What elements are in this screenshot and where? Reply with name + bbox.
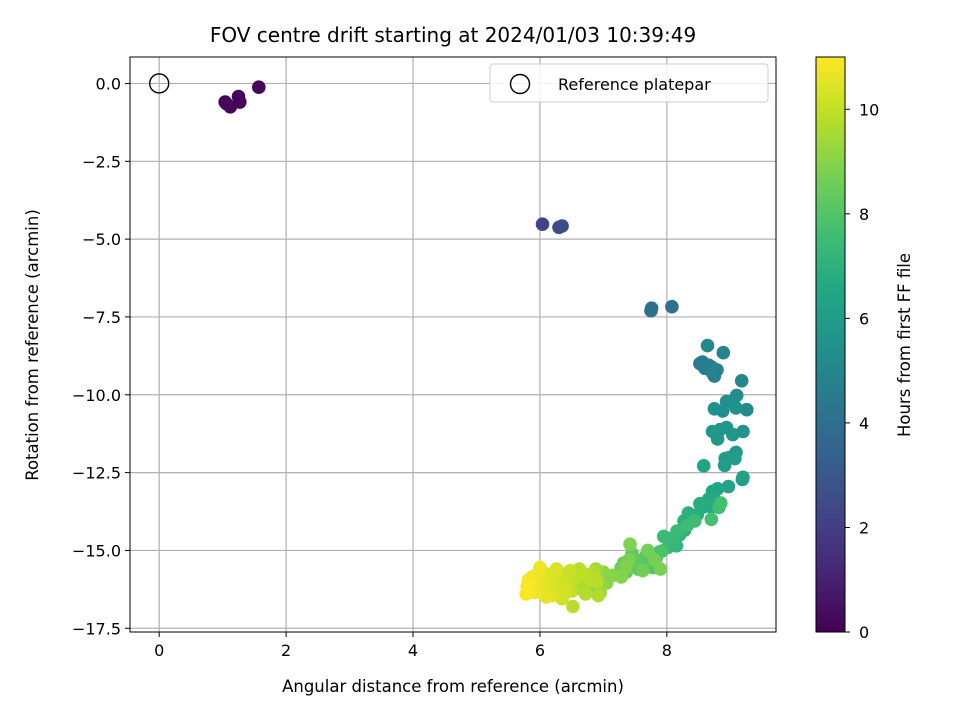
data-point	[535, 217, 550, 231]
y-tick-label: 0.0	[96, 74, 121, 93]
data-point	[520, 579, 534, 593]
y-tick-label: −15.0	[72, 541, 121, 560]
x-tick-label: 4	[408, 641, 418, 660]
data-point	[644, 303, 658, 318]
colorbar	[815, 56, 846, 633]
x-tick-label: 8	[662, 641, 672, 660]
y-tick-label: −5.0	[82, 230, 121, 249]
plot-frame	[129, 56, 777, 633]
data-point	[665, 299, 679, 314]
data-point	[623, 537, 637, 551]
legend-box	[489, 63, 769, 103]
data-point	[721, 479, 736, 494]
data-point	[251, 80, 266, 94]
data-point	[670, 524, 684, 538]
data-point	[539, 590, 554, 604]
legend: Reference platepar	[489, 63, 769, 103]
data-point	[578, 587, 593, 601]
colorbar-tick-label: 6	[859, 309, 869, 328]
data-point	[716, 345, 731, 360]
data-point	[635, 563, 650, 578]
grid	[130, 57, 776, 632]
data-point	[231, 89, 246, 104]
data-point	[705, 424, 720, 439]
data-point	[566, 599, 580, 614]
y-axis-label: Rotation from reference (arcmin)	[23, 209, 42, 481]
data-point	[533, 560, 547, 575]
data-point	[728, 451, 742, 466]
legend-marker	[509, 73, 531, 95]
y-tick-label: −12.5	[72, 464, 121, 483]
data-point	[707, 402, 722, 416]
data-point	[558, 582, 573, 597]
data-point	[717, 458, 732, 473]
data-point	[688, 514, 702, 528]
data-point	[555, 219, 569, 233]
y-tick-label: −17.5	[72, 619, 121, 638]
data-point	[736, 470, 750, 485]
legend-label: Reference platepar	[558, 75, 711, 94]
data-point	[591, 588, 606, 603]
data-point	[693, 496, 707, 511]
colorbar-tick-label: 4	[859, 414, 869, 433]
data-point	[696, 459, 711, 473]
colorbar-tick-label: 10	[859, 100, 879, 119]
data-points	[218, 80, 754, 614]
colorbar-ticks: 0 2 4 6 8 10	[845, 100, 879, 642]
data-point	[704, 512, 719, 527]
colorbar-label: Hours from first FF file	[895, 253, 914, 437]
data-point	[740, 402, 754, 417]
data-point	[656, 529, 671, 544]
y-tick-label: −7.5	[82, 308, 121, 327]
data-point	[705, 366, 720, 380]
x-axis-label: Angular distance from reference (arcmin)	[282, 677, 624, 696]
data-point	[736, 424, 750, 439]
x-axis-ticks: 0 2 4 6 8	[154, 632, 672, 660]
colorbar-tick-label: 0	[859, 623, 869, 642]
y-axis-ticks: 0.0 −2.5 −5.0 −7.5 −10.0 −12.5 −15.0 −17.5	[72, 74, 130, 638]
y-tick-label: −2.5	[82, 152, 121, 171]
reference-marker	[148, 73, 170, 94]
x-tick-label: 0	[154, 641, 164, 660]
data-point	[219, 96, 234, 111]
x-tick-label: 2	[281, 641, 291, 660]
y-tick-label: −10.0	[72, 386, 121, 405]
data-point	[734, 374, 749, 388]
chart-title: FOV centre drift starting at 2024/01/03 …	[210, 23, 696, 47]
data-point	[714, 496, 728, 510]
data-point	[729, 401, 743, 415]
data-point	[653, 562, 668, 576]
colorbar-tick-label: 8	[859, 205, 869, 224]
x-tick-label: 6	[535, 641, 545, 660]
colorbar-tick-label: 2	[859, 518, 869, 537]
data-point	[700, 338, 715, 353]
